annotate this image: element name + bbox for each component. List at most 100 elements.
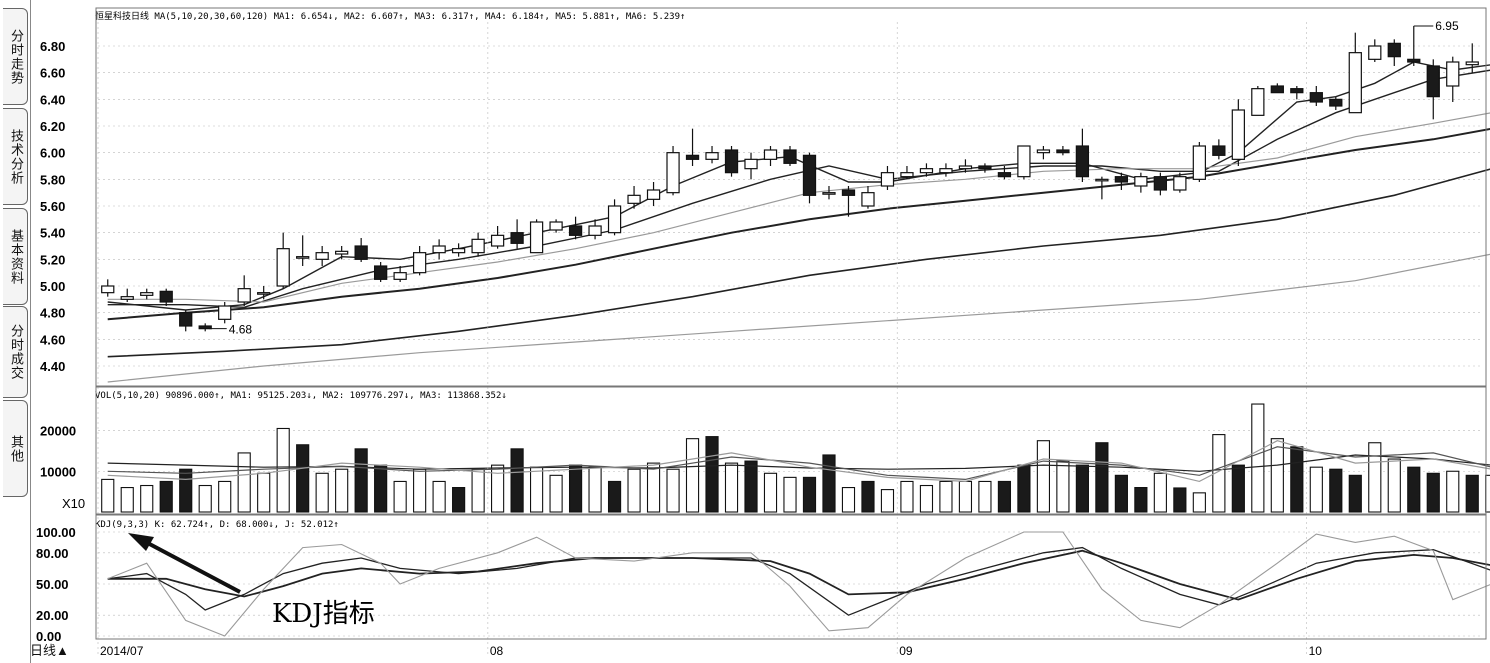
candle-body — [237, 288, 251, 303]
candle-body — [218, 305, 232, 320]
candle-body — [705, 152, 719, 160]
annotation-arrowhead — [128, 533, 154, 551]
candle-body — [490, 234, 505, 247]
candle-body — [1368, 45, 1382, 60]
volume-bar — [646, 462, 661, 513]
candle-body — [120, 296, 134, 300]
price-panel: 6.80 6.60 6.40 6.20 6.00 5.80 5.60 5.40 5.20 5.00… — [40, 19, 1490, 383]
price-tick-label: 6.60 — [40, 66, 65, 81]
candle-body — [374, 265, 388, 280]
candle-body — [1387, 42, 1401, 58]
candle-body — [354, 245, 368, 260]
volume-bar — [374, 464, 388, 513]
volume-bar — [1446, 470, 1460, 513]
candle-body — [1212, 145, 1226, 156]
volume-bar — [471, 468, 485, 513]
volume-bar — [120, 487, 134, 513]
candle-body — [412, 252, 427, 274]
high-marker-label: 6.95 — [1435, 19, 1459, 33]
candle-body — [1270, 85, 1284, 94]
price-tick-label: 5.20 — [40, 252, 65, 267]
candle-body — [997, 172, 1012, 178]
candle-body — [744, 158, 758, 170]
volume-bar — [822, 454, 836, 513]
ma-line-ma5 — [107, 168, 1490, 358]
volume-bar — [841, 487, 856, 513]
tab-fundamentals[interactable]: 基本资料 — [3, 208, 28, 305]
candle-body — [568, 225, 583, 236]
ma-line-ma1 — [107, 61, 1490, 311]
volume-tick-label: 10000 — [40, 464, 76, 479]
volume-bar — [296, 444, 310, 513]
candle-body — [296, 256, 310, 259]
candle-body — [880, 172, 895, 187]
volume-bar — [607, 480, 622, 513]
volume-bar — [198, 484, 212, 513]
volume-bar — [1095, 442, 1109, 513]
candle-body — [276, 248, 290, 287]
volume-bar — [1036, 440, 1051, 513]
tab-label: 分时走势 — [8, 28, 23, 85]
volume-bar — [549, 474, 563, 513]
volume-bar — [101, 478, 115, 513]
price-tick-label: 4.40 — [40, 359, 65, 374]
price-tick-label: 6.40 — [40, 92, 65, 107]
volume-bar — [1075, 464, 1089, 513]
volume-bar — [880, 489, 895, 513]
candle-body — [1290, 88, 1304, 94]
tab-label: 技术分析 — [8, 128, 23, 185]
tab-intraday-trades[interactable]: 分时成交 — [3, 306, 28, 398]
volume-panel: 20000 10000 — [40, 403, 1490, 513]
volume-bar — [705, 436, 719, 513]
volume-bar — [900, 480, 914, 513]
volume-frame — [95, 386, 1487, 515]
volume-bar — [315, 472, 329, 513]
tab-technical-analysis[interactable]: 技术分析 — [3, 108, 28, 205]
volume-bar — [510, 448, 524, 513]
candle-body — [1251, 88, 1265, 116]
volume-bar — [393, 480, 407, 513]
candle-body — [1173, 176, 1187, 191]
low-marker-label: 4.68 — [229, 323, 253, 337]
volume-bar — [1017, 464, 1031, 513]
tab-label: 基本资料 — [8, 228, 23, 285]
candle-body — [1407, 58, 1421, 63]
candle-body — [1329, 98, 1343, 107]
volume-bar — [354, 448, 368, 513]
candle-body — [159, 290, 173, 303]
volume-bar — [179, 468, 193, 513]
kdj-tick-label: 20.00 — [36, 608, 69, 623]
candle-body — [841, 189, 856, 196]
volume-bar — [1465, 474, 1479, 513]
volume-bar — [1348, 474, 1362, 513]
date-tick-label: 2014/07 — [100, 644, 144, 658]
price-tick-label: 4.60 — [40, 332, 65, 347]
candle-body — [101, 285, 115, 294]
kdj-tick-label: 100.00 — [36, 525, 76, 540]
price-tick-label: 6.20 — [40, 119, 65, 134]
kdj-tick-label: 50.00 — [36, 577, 69, 592]
side-tab-bar: 分时走势 技术分析 基本资料 分时成交 其他 — [0, 0, 31, 663]
price-tick-label: 6.00 — [40, 146, 65, 161]
volume-bar — [588, 466, 602, 513]
volume-bar — [978, 480, 992, 513]
volume-bar — [1290, 446, 1304, 513]
tab-other[interactable]: 其他 — [3, 400, 28, 497]
candle-body — [724, 149, 739, 174]
candle-body — [140, 292, 154, 296]
volume-bar — [627, 468, 641, 513]
tab-intraday-trend[interactable]: 分时走势 — [3, 8, 28, 105]
volume-bar — [919, 484, 934, 513]
volume-bar — [335, 468, 349, 513]
period-selector[interactable]: 日线▲ — [30, 640, 69, 659]
volume-bar — [1173, 487, 1187, 513]
volume-bar — [1212, 434, 1226, 513]
candle-body — [1231, 109, 1245, 160]
date-tick-label: 10 — [1309, 644, 1323, 658]
date-tick-label: 08 — [490, 644, 504, 658]
kdj-panel: 100.00 80.00 50.00 20.00 0.00 — [36, 525, 1490, 644]
volume-bar — [783, 476, 797, 513]
candle-body — [393, 272, 407, 280]
kdj-annotation: KDJ指标 — [272, 599, 375, 629]
volume-bar — [958, 480, 973, 513]
